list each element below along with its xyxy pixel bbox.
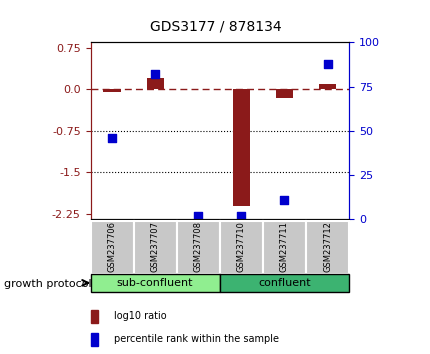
Bar — [103, 90, 120, 92]
FancyBboxPatch shape — [133, 221, 176, 274]
FancyBboxPatch shape — [90, 221, 133, 274]
Point — [323, 61, 330, 67]
Bar — [232, 90, 249, 206]
Text: growth protocol: growth protocol — [4, 279, 92, 289]
Text: confluent: confluent — [258, 278, 310, 288]
Bar — [90, 333, 98, 346]
FancyBboxPatch shape — [305, 221, 348, 274]
FancyBboxPatch shape — [219, 274, 348, 292]
Text: sub-confluent: sub-confluent — [117, 278, 193, 288]
Point — [280, 197, 287, 203]
Bar — [146, 79, 163, 90]
Text: GSM237712: GSM237712 — [322, 222, 331, 272]
FancyBboxPatch shape — [90, 274, 219, 292]
Text: percentile rank within the sample: percentile rank within the sample — [114, 334, 278, 344]
Text: GSM237711: GSM237711 — [280, 222, 288, 272]
FancyBboxPatch shape — [262, 221, 305, 274]
FancyBboxPatch shape — [176, 221, 219, 274]
Bar — [275, 90, 292, 98]
Text: GSM237708: GSM237708 — [194, 221, 202, 273]
Point — [237, 213, 244, 219]
Text: GSM237707: GSM237707 — [150, 221, 159, 273]
FancyBboxPatch shape — [219, 221, 262, 274]
Text: GSM237706: GSM237706 — [108, 221, 116, 273]
Bar — [318, 84, 335, 90]
Point — [108, 135, 115, 141]
Text: GDS3177 / 878134: GDS3177 / 878134 — [149, 19, 281, 34]
Bar — [90, 310, 98, 323]
Point — [194, 213, 201, 219]
Point — [151, 72, 158, 77]
Text: log10 ratio: log10 ratio — [114, 311, 166, 321]
Text: GSM237710: GSM237710 — [237, 222, 245, 272]
